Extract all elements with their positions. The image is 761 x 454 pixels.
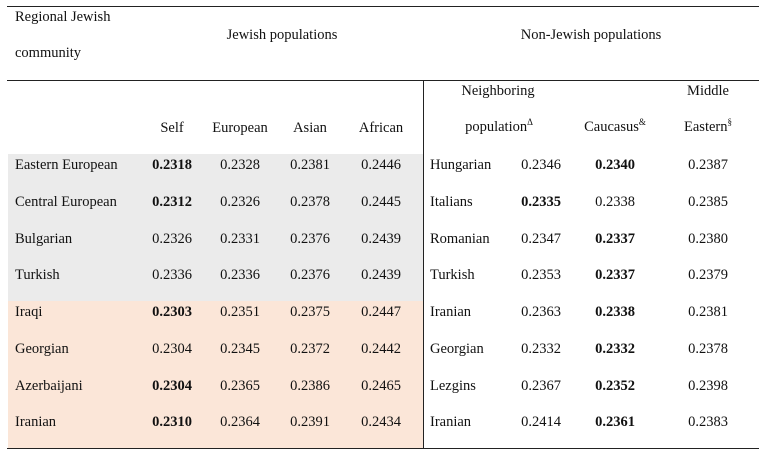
cell-neighbor-name: Turkish xyxy=(430,267,475,283)
cell-middle-eastern: 0.2398 xyxy=(688,378,728,394)
cell-african: 0.2442 xyxy=(361,341,401,357)
cell-middle-eastern: 0.2387 xyxy=(688,157,728,173)
cell-community: Bulgarian xyxy=(15,231,73,247)
cell-community: Georgian xyxy=(15,341,69,357)
header-community-line2: community xyxy=(15,45,82,61)
cell-neighbor-name: Lezgins xyxy=(430,378,476,394)
header-european: European xyxy=(212,120,268,136)
cell-european: 0.2331 xyxy=(220,231,260,247)
cell-neighbor-value: 0.2353 xyxy=(521,267,561,283)
bottom-rule xyxy=(7,448,759,449)
cell-asian: 0.2375 xyxy=(290,304,330,320)
cell-middle-eastern: 0.2381 xyxy=(688,304,728,320)
cell-asian: 0.2378 xyxy=(290,194,330,210)
cell-middle-eastern: 0.2380 xyxy=(688,231,728,247)
header-middle-line1: Middle xyxy=(687,83,729,99)
cell-self: 0.2336 xyxy=(152,267,192,283)
cell-european: 0.2345 xyxy=(220,341,260,357)
cell-neighbor-name: Italians xyxy=(430,194,473,210)
cell-european: 0.2326 xyxy=(220,194,260,210)
ampersand-footnote-mark: & xyxy=(638,117,646,127)
cell-middle-eastern: 0.2385 xyxy=(688,194,728,210)
cell-african: 0.2465 xyxy=(361,378,401,394)
cell-neighbor-value: 0.2346 xyxy=(521,157,561,173)
header-rule xyxy=(7,80,759,81)
cell-self: 0.2326 xyxy=(152,231,192,247)
cell-community: Iraqi xyxy=(15,304,43,320)
header-caucasus: Caucasus& xyxy=(584,117,646,135)
cell-european: 0.2364 xyxy=(220,414,260,430)
cell-asian: 0.2386 xyxy=(290,378,330,394)
cell-neighbor-name: Hungarian xyxy=(430,157,492,173)
cell-neighbor-name: Iranian xyxy=(430,414,472,430)
cell-african: 0.2446 xyxy=(361,157,401,173)
cell-self: 0.2312 xyxy=(152,194,192,210)
cell-caucasus: 0.2332 xyxy=(595,341,635,357)
cell-african: 0.2439 xyxy=(361,267,401,283)
cell-neighbor-value: 0.2332 xyxy=(521,341,561,357)
cell-community: Eastern European xyxy=(15,157,118,173)
group-divider xyxy=(423,80,424,449)
cell-asian: 0.2381 xyxy=(290,157,330,173)
cell-asian: 0.2372 xyxy=(290,341,330,357)
cell-community: Iranian xyxy=(15,414,57,430)
cell-neighbor-value: 0.2347 xyxy=(521,231,561,247)
cell-neighbor-value: 0.2367 xyxy=(521,378,561,394)
cell-neighbor-value: 0.2414 xyxy=(521,414,561,430)
header-nonjewish-populations: Non-Jewish populations xyxy=(520,27,662,43)
cell-middle-eastern: 0.2383 xyxy=(688,414,728,430)
cell-asian: 0.2376 xyxy=(290,267,330,283)
delta-footnote-mark: Δ xyxy=(527,117,533,127)
cell-community: Azerbaijani xyxy=(15,378,83,394)
cell-neighbor-name: Romanian xyxy=(430,231,490,247)
cell-neighbor-value: 0.2363 xyxy=(521,304,561,320)
cell-caucasus: 0.2340 xyxy=(595,157,635,173)
header-community-line1: Regional Jewish xyxy=(15,9,111,25)
header-neighboring-line1: Neighboring xyxy=(461,83,535,99)
cell-self: 0.2303 xyxy=(152,304,192,320)
cell-european: 0.2351 xyxy=(220,304,260,320)
cell-middle-eastern: 0.2378 xyxy=(688,341,728,357)
header-neighboring-line2: populationΔ xyxy=(465,117,533,135)
cell-african: 0.2434 xyxy=(361,414,401,430)
peach-band xyxy=(8,301,423,448)
cell-european: 0.2336 xyxy=(220,267,260,283)
cell-neighbor-value: 0.2335 xyxy=(521,194,561,210)
header-african: African xyxy=(358,120,404,136)
cell-community: Central European xyxy=(15,194,117,210)
top-rule xyxy=(7,6,759,7)
cell-european: 0.2365 xyxy=(220,378,260,394)
cell-asian: 0.2376 xyxy=(290,231,330,247)
cell-self: 0.2304 xyxy=(152,341,192,357)
cell-neighbor-name: Iranian xyxy=(430,304,472,320)
cell-caucasus: 0.2338 xyxy=(595,194,635,210)
cell-self: 0.2310 xyxy=(152,414,192,430)
cell-african: 0.2439 xyxy=(361,231,401,247)
cell-self: 0.2304 xyxy=(152,378,192,394)
cell-community: Turkish xyxy=(15,267,60,283)
header-jewish-populations: Jewish populations xyxy=(226,27,338,43)
header-self: Self xyxy=(160,120,184,136)
cell-middle-eastern: 0.2379 xyxy=(688,267,728,283)
cell-neighbor-name: Georgian xyxy=(430,341,484,357)
header-asian: Asian xyxy=(293,120,327,136)
header-middle-line2: Eastern§ xyxy=(684,117,732,135)
cell-european: 0.2328 xyxy=(220,157,260,173)
gray-band xyxy=(8,154,423,301)
cell-caucasus: 0.2337 xyxy=(595,231,635,247)
cell-african: 0.2445 xyxy=(361,194,401,210)
cell-caucasus: 0.2361 xyxy=(595,414,635,430)
cell-self: 0.2318 xyxy=(152,157,192,173)
cell-caucasus: 0.2338 xyxy=(595,304,635,320)
cell-caucasus: 0.2352 xyxy=(595,378,635,394)
cell-african: 0.2447 xyxy=(361,304,401,320)
section-footnote-mark: § xyxy=(727,117,732,127)
cell-asian: 0.2391 xyxy=(290,414,330,430)
cell-caucasus: 0.2337 xyxy=(595,267,635,283)
